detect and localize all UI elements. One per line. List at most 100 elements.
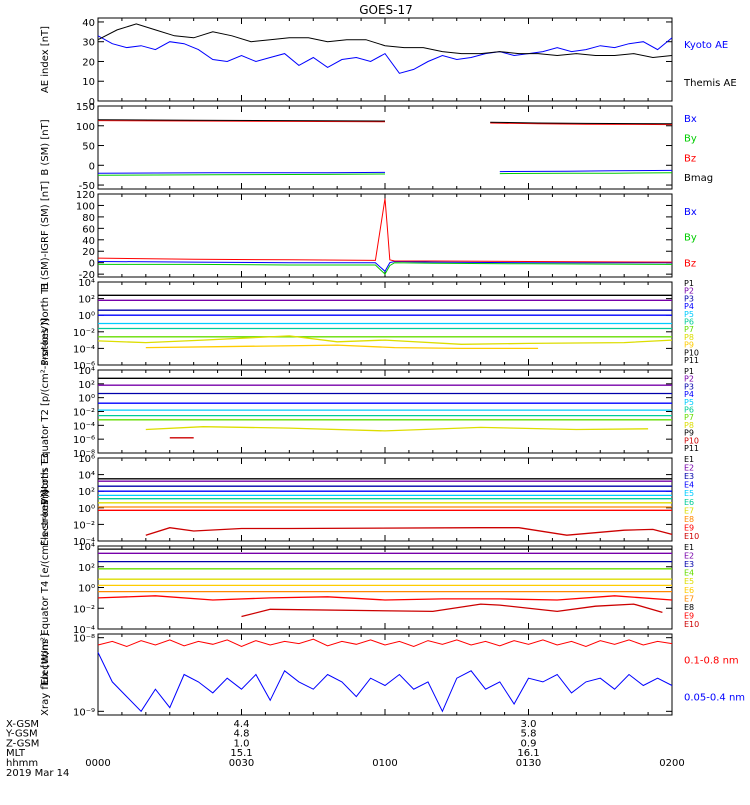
y-tick-label: 10⁻²: [73, 520, 95, 531]
panel-4-ylabel: Protons North T1: [40, 281, 51, 365]
y-tick-label: 30: [82, 38, 95, 49]
legend-entry: By: [684, 233, 697, 244]
legend-entry: P8: [684, 421, 694, 430]
legend-entry: E4: [684, 569, 694, 578]
y-tick-label: 10⁻²: [73, 328, 95, 339]
x-row-value: 0030: [229, 758, 254, 769]
series-line-bmag: [97, 119, 386, 122]
y-tick-label: 10⁴: [78, 471, 95, 482]
legend-entry: P4: [684, 302, 694, 311]
legend-entry: 0.1-0.8 nm: [684, 655, 739, 666]
y-tick-label: 50: [82, 142, 95, 153]
series-line-bx: [499, 169, 673, 173]
legend-entry: Kyoto AE: [684, 40, 728, 51]
x-row-value: 16.1: [517, 748, 539, 759]
y-tick-label: 10: [82, 77, 95, 88]
legend-entry: E5: [684, 577, 694, 586]
y-tick-label: 10⁰: [78, 311, 95, 322]
panel-7-ylabel: Electrons Equator T4 [e/(cm²-s-sr-keV)]: [40, 490, 51, 685]
x-row-value: 1.0: [234, 738, 250, 749]
y-tick-label: 10²: [78, 295, 95, 306]
legend-entry: P6: [684, 318, 694, 327]
legend-entry: E1: [684, 543, 694, 552]
y-tick-label: -20: [79, 270, 95, 281]
y-tick-label: 150: [76, 102, 95, 113]
y-tick-label: 40: [82, 236, 95, 247]
panel-5-frame: [97, 369, 673, 454]
legend-entry: E4: [684, 481, 694, 490]
x-row-value: 4.4: [234, 719, 250, 730]
y-tick-label: 0: [89, 259, 95, 270]
panel-1-frame: [97, 17, 673, 102]
series-line-0-1-0-8-nm: [97, 638, 673, 648]
y-tick-label: 10²: [78, 487, 95, 498]
series-line-kyoto-ae: [97, 35, 673, 74]
panel-6-ylabel: Electrons North T3: [40, 453, 51, 546]
legend-entry: P9: [684, 429, 694, 438]
y-tick-label: 20: [82, 57, 95, 68]
legend-entry: P11: [684, 356, 699, 365]
y-tick-label: 40: [82, 18, 95, 29]
legend-entry: Bx: [684, 114, 697, 125]
legend-entry: P3: [684, 294, 694, 303]
y-tick-label: 10⁰: [78, 584, 95, 595]
date-label: 2019 Mar 14: [6, 768, 69, 779]
series-line-bx: [97, 171, 386, 174]
series-line-by: [98, 262, 673, 275]
x-row-value: 0000: [85, 758, 110, 769]
x-row-value: 0200: [659, 758, 684, 769]
panel-2-frame: [97, 105, 673, 190]
legend-entry: P11: [684, 444, 699, 453]
legend-entry: Bz: [684, 153, 696, 164]
y-tick-label: 10²: [78, 380, 95, 391]
legend-entry: 0.05-0.4 nm: [684, 692, 745, 703]
legend-entry: E9: [684, 611, 694, 620]
x-row-label: Z-GSM: [6, 738, 39, 749]
legend-entry: P1: [684, 279, 694, 288]
legend-entry: Bmag: [684, 173, 713, 184]
legend-entry: E5: [684, 489, 694, 498]
legend-entry: E8: [684, 515, 694, 524]
legend-entry: P7: [684, 325, 694, 334]
y-tick-label: 0: [89, 97, 95, 108]
panel-5-ylabel: Protons Equator T2 [p/(cm²-s-sr-keV)]: [40, 318, 51, 505]
x-row-value: 5.8: [521, 729, 537, 740]
x-row-label: MLT: [6, 748, 26, 759]
series-line-e10: [145, 527, 673, 536]
series-line-bz: [490, 122, 673, 126]
y-tick-label: 10⁻⁶: [73, 435, 95, 446]
legend-entry: E8: [684, 603, 694, 612]
legend-entry: P7: [684, 413, 694, 422]
legend-entry: Bx: [684, 207, 697, 218]
y-tick-label: 60: [82, 224, 95, 235]
panel-3-ylabel: B (SM)-IGRF (SM) [nT]: [40, 181, 51, 290]
legend-entry: E7: [684, 506, 694, 515]
panel-2-ylabel: B (SM) [nT]: [40, 119, 51, 175]
series-line-e10: [241, 603, 663, 618]
legend-entry: P5: [684, 398, 694, 407]
y-tick-label: 10⁰: [78, 504, 95, 515]
y-tick-label: 10⁻⁸: [73, 449, 95, 460]
series-line-by: [97, 173, 386, 176]
legend-entry: E9: [684, 523, 694, 532]
panel-1-ylabel: AE index [nT]: [40, 26, 51, 93]
legend-entry: P2: [684, 287, 694, 296]
legend-entry: Themis AE: [683, 78, 737, 89]
y-tick-label: 10⁻⁶: [73, 361, 95, 372]
y-tick-label: 0: [89, 161, 95, 172]
y-tick-label: 10²: [78, 563, 95, 574]
x-row-value: 0100: [372, 758, 397, 769]
y-tick-label: -50: [79, 181, 95, 192]
series-line-e9: [97, 595, 673, 601]
series-line-p8: [145, 426, 649, 432]
legend-entry: P4: [684, 390, 694, 399]
y-tick-label: 10⁶: [78, 454, 95, 465]
y-tick-label: 10⁻⁹: [73, 707, 95, 718]
panel-8-ylabel: Xray flux [W/m²]: [40, 633, 51, 716]
legend-entry: P1: [684, 367, 694, 376]
legend-entry: E6: [684, 498, 694, 507]
legend-entry: P6: [684, 406, 694, 415]
series-line-bx: [97, 260, 672, 273]
y-tick-label: 10⁻⁸: [73, 634, 95, 645]
